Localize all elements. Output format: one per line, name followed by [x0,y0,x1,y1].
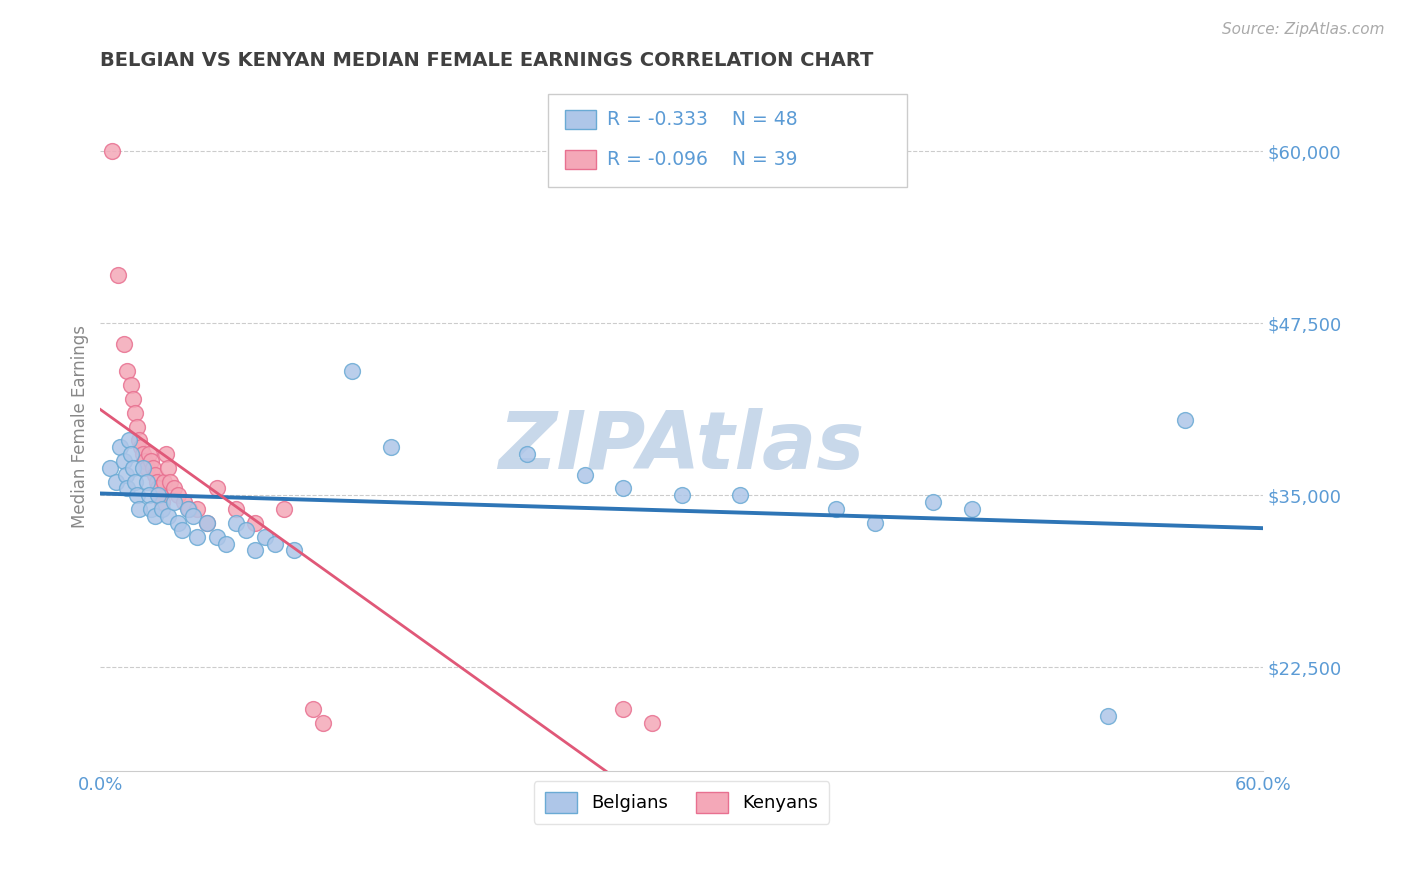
Point [960,502,983,516]
Point [312,715,335,730]
Point [302,702,325,716]
Point [145,475,167,489]
Point [186,502,208,516]
Point [235,523,257,537]
Point [134,454,156,468]
Y-axis label: Median Female Earnings: Median Female Earnings [72,325,89,528]
Point [574,467,596,482]
Point [118,434,141,448]
Text: BELGIAN VS KENYAN MEDIAN FEMALE EARNINGS CORRELATION CHART: BELGIAN VS KENYAN MEDIAN FEMALE EARNINGS… [100,51,873,70]
Point [129,440,152,454]
Point [195,516,218,530]
Point [163,482,186,496]
Point [132,460,155,475]
Point [1174,412,1197,426]
Point [245,516,267,530]
Point [114,467,136,482]
Text: R = -0.333    N = 48: R = -0.333 N = 48 [607,110,799,129]
Point [205,482,228,496]
Point [120,447,142,461]
Point [124,475,146,489]
Point [153,475,176,489]
Legend: Belgians, Kenyans: Belgians, Kenyans [534,781,830,823]
Point [728,488,751,502]
Text: R = -0.096    N = 39: R = -0.096 N = 39 [607,150,797,169]
Point [179,502,201,516]
Point [149,488,172,502]
Point [163,495,186,509]
Point [225,502,247,516]
Point [139,454,162,468]
Point [142,460,165,475]
Point [205,530,228,544]
Point [117,364,139,378]
Point [150,502,173,516]
Point [612,702,634,716]
Point [104,475,127,489]
Point [825,502,848,516]
Point [138,488,160,502]
Point [380,440,402,454]
Point [112,337,135,351]
Point [186,530,208,544]
Point [135,475,157,489]
Point [865,516,887,530]
Point [122,392,145,406]
Point [195,516,218,530]
Point [183,508,205,523]
Point [107,268,129,282]
Point [612,482,634,496]
Point [127,488,149,502]
Point [157,460,180,475]
Point [120,378,142,392]
Point [166,488,188,502]
Point [159,475,181,489]
Point [135,460,157,475]
Point [515,447,537,461]
Point [340,364,363,378]
Point [671,488,693,502]
Point [283,543,305,558]
Point [132,447,155,461]
Point [148,482,170,496]
Point [127,419,149,434]
Point [124,406,146,420]
Point [122,460,145,475]
Point [143,508,166,523]
Text: Source: ZipAtlas.com: Source: ZipAtlas.com [1222,22,1385,37]
Point [166,516,188,530]
Point [245,543,267,558]
Point [215,536,238,550]
Point [176,502,198,516]
Point [128,434,150,448]
Point [138,447,160,461]
Point [173,495,195,509]
Point [101,144,124,158]
Point [922,495,945,509]
Point [170,523,193,537]
Text: ZIPAtlas: ZIPAtlas [498,409,865,486]
Point [139,502,162,516]
Point [112,454,135,468]
Point [225,516,247,530]
Point [143,467,166,482]
Point [98,460,121,475]
Point [253,530,276,544]
Point [157,508,180,523]
Point [150,495,173,509]
Point [117,482,139,496]
Point [148,488,170,502]
Point [1097,708,1119,723]
Point [273,502,295,516]
Point [155,447,177,461]
Point [263,536,285,550]
Point [128,502,150,516]
Point [108,440,131,454]
Point [641,715,664,730]
